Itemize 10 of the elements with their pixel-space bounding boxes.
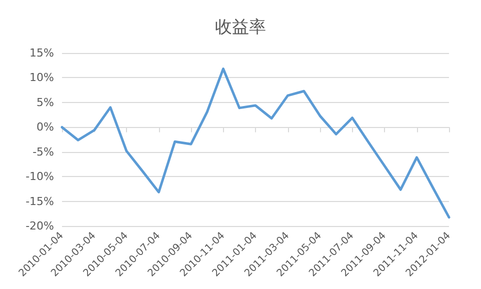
y-tick-label: -20% bbox=[26, 220, 54, 233]
y-tick-label: 0% bbox=[36, 120, 54, 134]
y-tick-label: 10% bbox=[30, 71, 54, 84]
y-tick-label: -15% bbox=[26, 195, 54, 208]
y-tick-label: 15% bbox=[30, 46, 54, 60]
y-tick-label: -10% bbox=[26, 170, 54, 184]
y-tick-label: 5% bbox=[36, 96, 54, 109]
chart-title: 收益率 bbox=[215, 18, 266, 38]
line-series bbox=[60, 68, 450, 219]
y-tick-label: -5% bbox=[32, 146, 54, 158]
